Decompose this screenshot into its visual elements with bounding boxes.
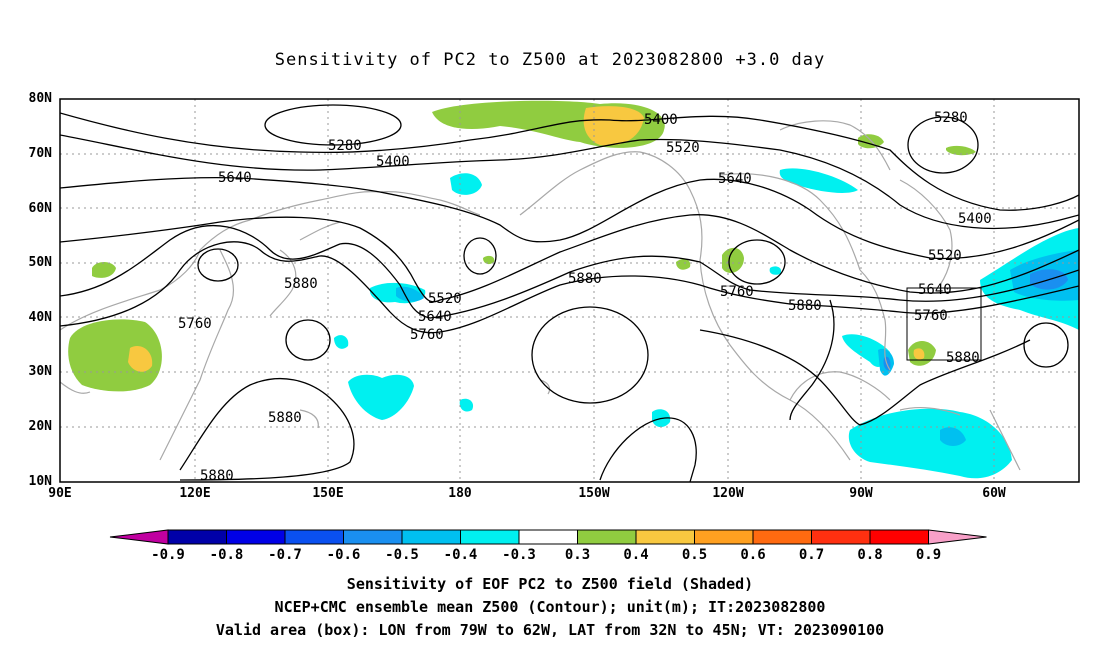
lon-label: 150W bbox=[578, 486, 610, 501]
lon-label: 180 bbox=[448, 486, 472, 501]
lat-label: 10N bbox=[28, 474, 52, 489]
contour-labels: 5280 5400 5640 5520 5400 5640 5280 5400 … bbox=[178, 110, 992, 484]
contour-label: 5640 bbox=[918, 282, 952, 298]
colorbar-swatch bbox=[401, 529, 461, 545]
colorbar-swatch bbox=[635, 529, 695, 545]
colorbar-label: -0.8 bbox=[210, 547, 244, 563]
caption-contour: NCEP+CMC ensemble mean Z500 (Contour); u… bbox=[274, 598, 826, 616]
colorbar-label: 0.3 bbox=[565, 547, 590, 563]
map-area: 5280 5400 5640 5520 5400 5640 5280 5400 … bbox=[60, 99, 1079, 484]
colorbar-label: -0.6 bbox=[327, 547, 361, 563]
contour-label: 5400 bbox=[958, 211, 992, 227]
colorbar-arrow-low bbox=[109, 529, 169, 545]
colorbar-label: -0.5 bbox=[385, 547, 419, 563]
lat-label: 20N bbox=[28, 419, 52, 434]
lon-label: 90E bbox=[48, 486, 72, 501]
contour-label: 5280 bbox=[328, 138, 362, 154]
contour-label: 5640 bbox=[718, 171, 752, 187]
grid bbox=[60, 99, 1079, 482]
caption-shaded: Sensitivity of EOF PC2 to Z500 field (Sh… bbox=[346, 575, 754, 593]
colorbar-label: 0.8 bbox=[857, 547, 882, 563]
colorbar-swatch bbox=[694, 529, 754, 545]
colorbar-label: 0.9 bbox=[916, 547, 941, 563]
contour-label: 5520 bbox=[428, 291, 462, 307]
contour-label: 5640 bbox=[218, 170, 252, 186]
contour-label: 5880 bbox=[568, 271, 602, 287]
contour-label: 5760 bbox=[720, 284, 754, 300]
colorbar-swatch bbox=[460, 529, 520, 545]
caption-valid-area: Valid area (box): LON from 79W to 62W, L… bbox=[215, 621, 885, 639]
colorbar: -0.9 -0.8 -0.7 -0.6 -0.5 -0.4 -0.3 0.3 0.4 0.5 0.6… bbox=[109, 529, 987, 563]
lat-label: 50N bbox=[28, 255, 52, 270]
colorbar-label: 0.6 bbox=[740, 547, 765, 563]
contour-label: 5520 bbox=[928, 248, 962, 264]
lat-label: 70N bbox=[28, 146, 52, 161]
lon-label: 120W bbox=[712, 486, 744, 501]
colorbar-swatch bbox=[869, 529, 929, 545]
colorbar-swatch bbox=[811, 529, 871, 545]
colorbar-label: 0.5 bbox=[682, 547, 707, 563]
contour-label: 5400 bbox=[644, 112, 678, 128]
lat-label: 60N bbox=[28, 201, 52, 216]
lat-label: 30N bbox=[28, 364, 52, 379]
colorbar-swatch bbox=[226, 529, 286, 545]
contour-label: 5880 bbox=[284, 276, 318, 292]
colorbar-swatch bbox=[752, 529, 812, 545]
colorbar-label: -0.7 bbox=[268, 547, 302, 563]
colorbar-swatch bbox=[167, 529, 227, 545]
lat-label: 40N bbox=[28, 310, 52, 325]
lat-label: 80N bbox=[28, 91, 52, 106]
colorbar-swatch bbox=[518, 529, 578, 545]
contour-label: 5760 bbox=[914, 308, 948, 324]
z500-contours bbox=[60, 104, 1079, 482]
colorbar-label: 0.7 bbox=[799, 547, 824, 563]
colorbar-swatch bbox=[284, 529, 344, 545]
lon-label: 120E bbox=[179, 486, 211, 501]
contour-label: 5880 bbox=[268, 410, 302, 426]
contour-label: 5520 bbox=[666, 140, 700, 156]
colorbar-label: -0.9 bbox=[151, 547, 185, 563]
colorbar-label: -0.3 bbox=[502, 547, 536, 563]
contour-label: 5880 bbox=[200, 468, 234, 484]
contour-label: 5760 bbox=[178, 316, 212, 332]
colorbar-swatch bbox=[343, 529, 403, 545]
lon-label: 60W bbox=[982, 486, 1006, 501]
contour-label: 5280 bbox=[934, 110, 968, 126]
contour-label: 5880 bbox=[946, 350, 980, 366]
map-frame bbox=[59, 98, 1080, 483]
colorbar-swatch bbox=[577, 529, 637, 545]
contour-label: 5880 bbox=[788, 298, 822, 314]
contour-label: 5400 bbox=[376, 154, 410, 170]
contour-label: 5640 bbox=[418, 309, 452, 325]
map-title: Sensitivity of PC2 to Z500 at 2023082800… bbox=[274, 50, 826, 70]
colorbar-label: 0.4 bbox=[623, 547, 648, 563]
lon-label: 150E bbox=[312, 486, 344, 501]
colorbar-label: -0.4 bbox=[444, 547, 478, 563]
coastlines bbox=[60, 120, 1021, 471]
colorbar-arrow-high bbox=[928, 529, 987, 545]
lon-label: 90W bbox=[849, 486, 873, 501]
contour-label: 5760 bbox=[410, 327, 444, 343]
